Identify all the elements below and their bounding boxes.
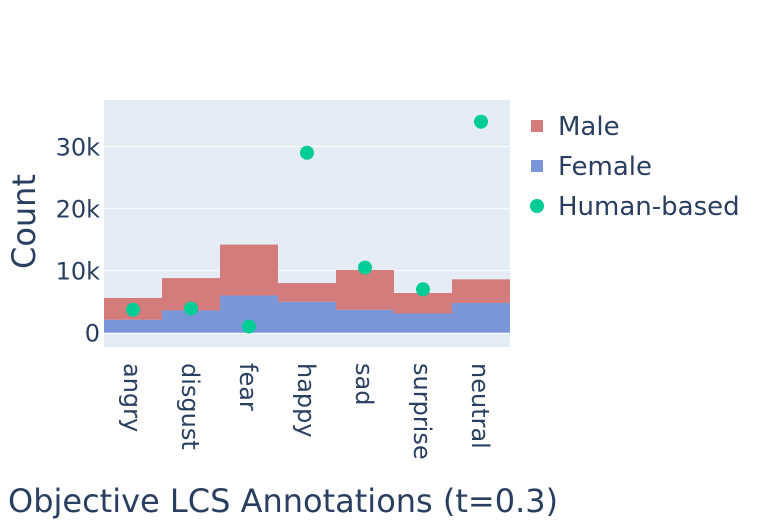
bar-female-neutral <box>452 302 510 333</box>
x-tick-label: fear <box>234 363 262 411</box>
x-axis-ticks: angry disgust fear happy sad surprise neutral <box>118 363 494 460</box>
scatter-points <box>126 114 488 334</box>
point-human-sad <box>358 260 372 275</box>
point-human-happy <box>300 145 314 160</box>
bar-female-disgust <box>162 310 220 333</box>
bar-male-neutral <box>452 279 510 303</box>
legend-swatch-female <box>531 160 543 172</box>
x-tick-label: sad <box>350 363 378 405</box>
bar-female-angry <box>104 319 162 333</box>
legend-label-human-based: Human-based <box>558 192 740 222</box>
legend-swatch-male <box>531 120 543 132</box>
bar-female-happy <box>278 301 336 333</box>
bar-female-sad <box>336 309 394 333</box>
legend: Male Female Human-based <box>530 112 740 222</box>
y-tick-label: 0 <box>85 320 100 348</box>
x-tick-label: disgust <box>176 363 204 450</box>
y-axis-title: Count <box>5 174 43 269</box>
bar-male-sad <box>336 270 394 310</box>
legend-label-male: Male <box>558 112 620 142</box>
point-human-angry <box>126 302 140 317</box>
bar-male-surprise <box>394 293 452 314</box>
x-tick-label: happy <box>292 363 320 438</box>
x-tick-label: angry <box>118 363 146 432</box>
y-tick-label: 10k <box>56 258 101 286</box>
bar-male-happy <box>278 283 336 302</box>
point-human-fear <box>242 319 256 334</box>
point-human-disgust <box>184 301 198 316</box>
legend-label-female: Female <box>558 152 652 182</box>
point-human-neutral <box>474 114 488 129</box>
x-tick-label: surprise <box>408 363 436 460</box>
point-human-surprise <box>416 282 430 297</box>
y-tick-label: 20k <box>56 196 101 224</box>
legend-swatch-human-based <box>530 199 544 213</box>
y-axis-ticks: 0 10k 20k 30k <box>56 134 101 348</box>
x-tick-label: neutral <box>466 363 494 449</box>
bar-male-fear <box>220 244 278 296</box>
bar-female-surprise <box>394 313 452 333</box>
x-axis-title: Objective LCS Annotations (t=0.3) <box>8 482 558 520</box>
y-tick-label: 30k <box>56 134 101 162</box>
